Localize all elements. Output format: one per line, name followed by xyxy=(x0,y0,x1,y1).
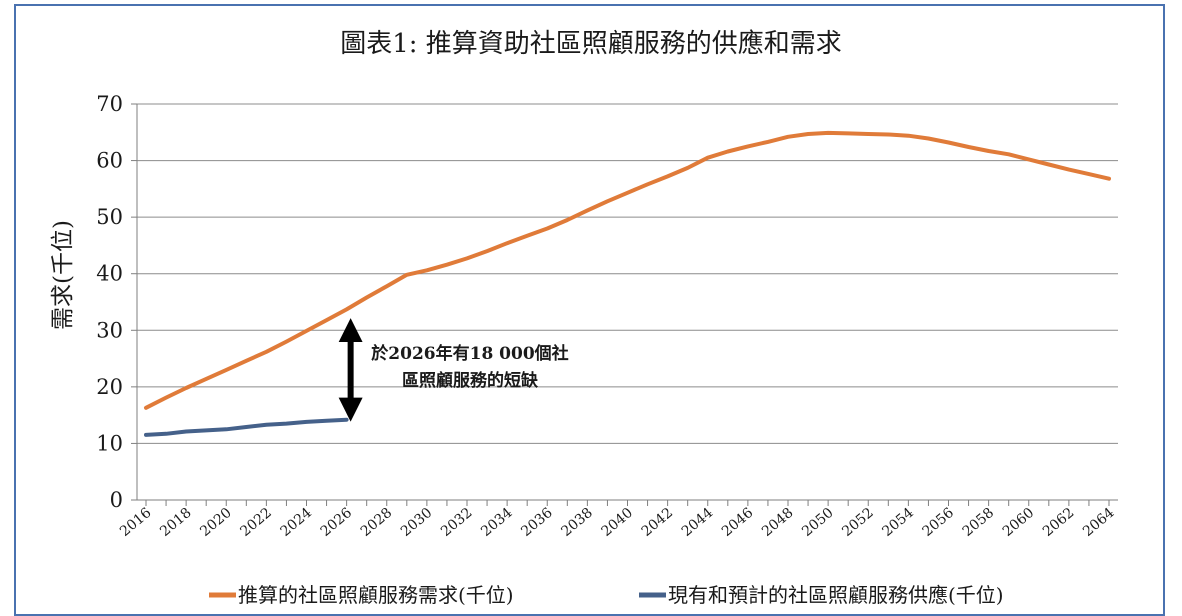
x-tick-label: 2022 xyxy=(237,505,275,540)
series-lines xyxy=(144,130,1111,437)
x-tick-label: 2048 xyxy=(759,505,797,540)
y-tick-label: 0 xyxy=(110,488,123,512)
grid-lines xyxy=(137,103,1118,444)
x-tick-label: 2042 xyxy=(639,505,677,540)
x-tick-label: 2034 xyxy=(478,505,516,540)
x-tick-label: 2060 xyxy=(1000,505,1038,540)
x-tick-label: 2046 xyxy=(719,505,757,540)
x-tick-label: 2044 xyxy=(679,505,717,540)
x-tick-label: 2028 xyxy=(358,505,396,540)
chart-frame xyxy=(14,4,1165,616)
x-tick-label: 2030 xyxy=(398,505,436,540)
y-tick-label: 40 xyxy=(96,262,123,286)
y-tick-label: 10 xyxy=(96,431,123,455)
x-tick-label: 2036 xyxy=(518,505,556,540)
x-tick-label: 2058 xyxy=(960,505,998,540)
y-tick-label: 30 xyxy=(96,318,123,342)
x-tick-label: 2052 xyxy=(839,505,877,540)
x-tick-label: 2040 xyxy=(598,505,636,540)
y-tick-label: 70 xyxy=(96,92,123,116)
x-tick-label: 2056 xyxy=(919,505,957,540)
legend-label-demand: 推算的社區照顧服務需求(千位) xyxy=(238,583,514,607)
annotation-line-2: 區照顧服務的短缺 xyxy=(402,370,539,391)
x-tick-label: 2050 xyxy=(799,505,837,540)
series-line-demand xyxy=(144,130,1111,410)
x-tick-label: 2064 xyxy=(1080,505,1118,540)
y-tick-label: 60 xyxy=(96,149,123,173)
x-tick-label: 2024 xyxy=(277,505,315,540)
y-tick-label: 20 xyxy=(96,375,123,399)
x-tick-label: 2032 xyxy=(438,505,476,540)
legend-label-supply: 現有和預計的社區照顧服務供應(千位) xyxy=(668,583,1004,607)
annotation-line-1: 於2026年有18 000個社 xyxy=(371,343,568,364)
x-tick-label: 2038 xyxy=(558,505,596,540)
y-axis-label: 需求(千位) xyxy=(50,220,76,330)
x-tick-label: 2062 xyxy=(1040,505,1078,540)
series-line-supply xyxy=(144,417,349,437)
chart-title: 圖表1: 推算資助社區照顧服務的供應和需求 xyxy=(340,29,842,59)
y-tick-label: 50 xyxy=(96,205,123,229)
annotation: 於2026年有18 000個社 區照顧服務的短缺 xyxy=(338,318,569,422)
x-tick-label: 2020 xyxy=(197,505,235,540)
x-tick-label: 2018 xyxy=(157,505,195,540)
legend: 推算的社區照顧服務需求(千位) 現有和預計的社區照顧服務供應(千位) xyxy=(209,583,1004,607)
x-tick-label: 2026 xyxy=(318,505,356,540)
x-tick-label: 2054 xyxy=(879,505,917,540)
